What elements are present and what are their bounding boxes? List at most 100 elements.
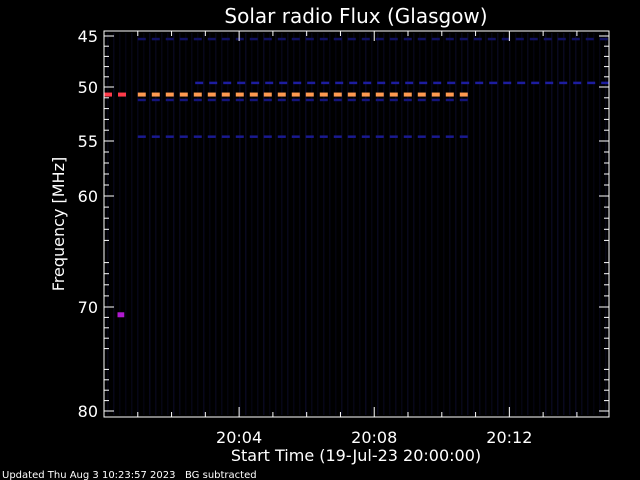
bg-subtracted-note: BG subtracted [185, 470, 257, 480]
noise-streak [203, 33, 205, 415]
emission-mark [599, 37, 608, 41]
emission-mark [221, 98, 230, 102]
emission-mark [445, 135, 454, 138]
emission-mark [487, 37, 496, 41]
emission-mark [333, 98, 342, 102]
emission-mark [137, 98, 146, 102]
noise-streak [527, 33, 529, 415]
emission-mark [137, 37, 146, 41]
emission-mark [137, 135, 146, 138]
emission-mark [277, 98, 286, 102]
x-axis-ticks: 20:04 20:08 20:12 [137, 31, 578, 447]
emission-mark [531, 81, 540, 85]
emission-mark [321, 81, 330, 85]
emission-mark [319, 98, 328, 102]
emission-mark [293, 81, 302, 85]
emission-mark [207, 98, 216, 102]
noise-streak [599, 33, 601, 415]
emission-mark [207, 92, 216, 97]
noise-streak [263, 33, 265, 415]
noise-streak [449, 33, 451, 415]
noise-streak [293, 33, 295, 415]
emission-mark [347, 98, 356, 102]
noise-streak [347, 33, 349, 415]
noise-streak [557, 33, 559, 415]
noise-streak [383, 33, 385, 415]
emission-mark [221, 37, 230, 41]
noise-streak [431, 33, 433, 415]
emission-mark [235, 135, 244, 138]
noise-streak [227, 33, 229, 415]
noise-streak [521, 33, 523, 415]
emission-mark [433, 81, 442, 85]
emission-bands [104, 37, 610, 318]
noise-streak [317, 33, 319, 415]
noise-streak [185, 33, 187, 415]
emission-mark [447, 81, 456, 85]
noise-streak [239, 33, 241, 415]
y-tick-label: 70 [78, 298, 98, 317]
emission-mark [118, 92, 126, 97]
noise-streak [257, 33, 259, 415]
noise-streak [593, 33, 595, 415]
noise-streak [437, 33, 439, 415]
emission-mark [389, 92, 398, 97]
emission-mark [431, 135, 440, 138]
noise-streak [215, 33, 217, 415]
emission-mark [305, 135, 314, 138]
noise-streak [509, 33, 511, 415]
noise-streak [365, 33, 367, 415]
noise-streak [149, 33, 151, 415]
noise-streak [359, 33, 361, 415]
emission-mark [263, 98, 272, 102]
emission-mark [104, 92, 112, 97]
emission-mark [517, 81, 526, 85]
noise-streak [311, 33, 313, 415]
emission-mark [445, 92, 454, 97]
emission-mark [417, 98, 426, 102]
emission-mark [349, 81, 358, 85]
emission-mark [431, 98, 440, 102]
emission-mark [405, 81, 414, 85]
noise-streak [479, 33, 481, 415]
emission-mark [151, 37, 160, 41]
emission-mark [207, 135, 216, 138]
noise-streak [275, 33, 277, 415]
noise-streak [545, 33, 547, 415]
noise-streak [155, 33, 157, 415]
updated-timestamp: Updated Thu Aug 3 10:23:57 2023 [2, 470, 176, 480]
emission-mark [193, 37, 202, 41]
noise-streak [119, 33, 121, 415]
emission-mark [363, 81, 372, 85]
emission-mark [417, 37, 426, 41]
emission-mark [333, 135, 342, 138]
noise-streak [323, 33, 325, 415]
emission-mark [249, 98, 258, 102]
emission-mark [459, 135, 468, 138]
emission-mark [319, 37, 328, 41]
emission-mark [475, 81, 484, 85]
noise-streak [335, 33, 337, 415]
x-tick-label: 20:08 [351, 428, 397, 447]
noise-streak [485, 33, 487, 415]
noise-streak [137, 33, 139, 415]
noise-streak [287, 33, 289, 415]
emission-mark [543, 37, 552, 41]
noise-streak [371, 33, 373, 415]
emission-mark [193, 135, 202, 138]
noise-streak [401, 33, 403, 415]
y-axis-ticks: 45 50 55 60 70 80 [78, 27, 609, 421]
emission-mark [459, 92, 468, 97]
emission-mark [263, 92, 272, 97]
emission-mark [235, 92, 244, 97]
noise-streak [563, 33, 565, 415]
emission-mark [473, 37, 482, 41]
noise-streak [281, 33, 283, 415]
emission-mark [529, 37, 538, 41]
emission-mark [375, 92, 384, 97]
noise-streak [329, 33, 331, 415]
noise-streak [143, 33, 145, 415]
x-tick-label: 20:12 [486, 428, 532, 447]
noise-streak [587, 33, 589, 415]
x-tick-label: 20:04 [216, 428, 262, 447]
